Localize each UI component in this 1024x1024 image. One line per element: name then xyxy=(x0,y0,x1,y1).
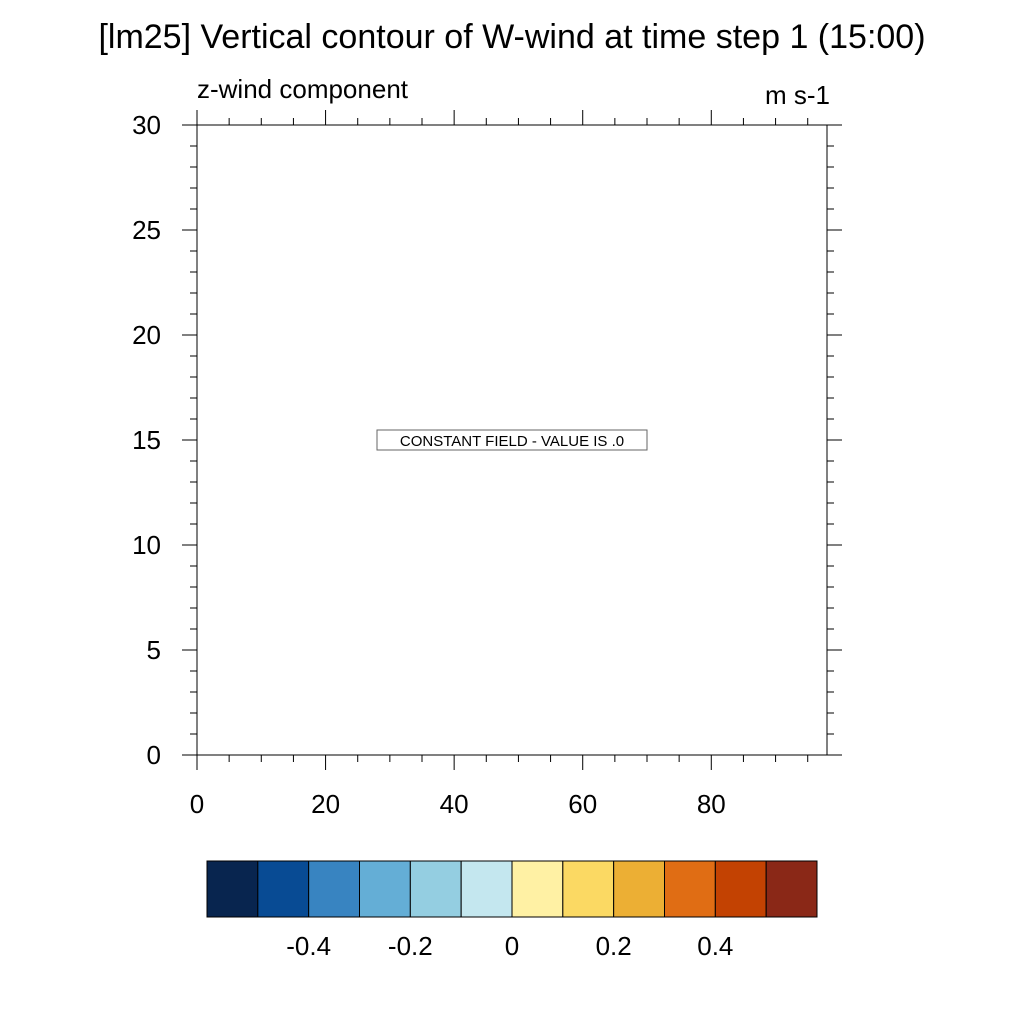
x-tick-label: 0 xyxy=(190,789,204,819)
colorbar-swatch xyxy=(257,860,310,918)
colorbar-swatch xyxy=(308,860,360,918)
left-string: z-wind component xyxy=(197,74,409,104)
colorbar-swatch xyxy=(613,860,666,918)
y-tick-label: 25 xyxy=(132,215,161,245)
colorbar xyxy=(206,860,818,918)
colorbar-label: -0.4 xyxy=(286,931,331,961)
y-tick-label: 30 xyxy=(132,110,161,140)
colorbar-swatch xyxy=(511,860,564,918)
y-tick-labels: 0 5 10 15 20 25 30 xyxy=(132,110,161,770)
colorbar-label: 0.4 xyxy=(697,931,733,961)
colorbar-label: 0 xyxy=(505,931,519,961)
units-label: m s-1 xyxy=(765,80,830,110)
colorbar-swatch xyxy=(562,860,615,918)
colorbar-swatch xyxy=(664,860,716,918)
colorbar-swatch xyxy=(359,860,411,918)
colorbar-label: -0.2 xyxy=(388,931,433,961)
colorbar-swatch xyxy=(409,860,462,918)
y-tick-label: 0 xyxy=(147,740,161,770)
axis-ticks xyxy=(182,110,842,770)
chart-title: [lm25] Vertical contour of W-wind at tim… xyxy=(98,18,925,56)
constant-field-box: CONSTANT FIELD - VALUE IS .0 xyxy=(376,429,648,451)
x-tick-label: 20 xyxy=(311,789,340,819)
colorbar-label: 0.2 xyxy=(596,931,632,961)
y-tick-label: 10 xyxy=(132,530,161,560)
y-tick-label: 5 xyxy=(147,635,161,665)
colorbar-swatch xyxy=(206,860,259,918)
constant-field-label: CONSTANT FIELD - VALUE IS .0 xyxy=(400,433,624,450)
x-tick-labels: 0 20 40 60 80 xyxy=(190,789,726,819)
colorbar-labels: -0.4 -0.2 0 0.2 0.4 xyxy=(286,931,733,961)
colorbar-swatch xyxy=(460,860,513,918)
x-tick-label: 60 xyxy=(568,789,597,819)
y-tick-label: 20 xyxy=(132,320,161,350)
x-tick-label: 40 xyxy=(440,789,469,819)
x-tick-label: 80 xyxy=(697,789,726,819)
colorbar-swatch xyxy=(714,860,767,918)
colorbar-swatch xyxy=(765,860,818,918)
y-tick-label: 15 xyxy=(132,425,161,455)
